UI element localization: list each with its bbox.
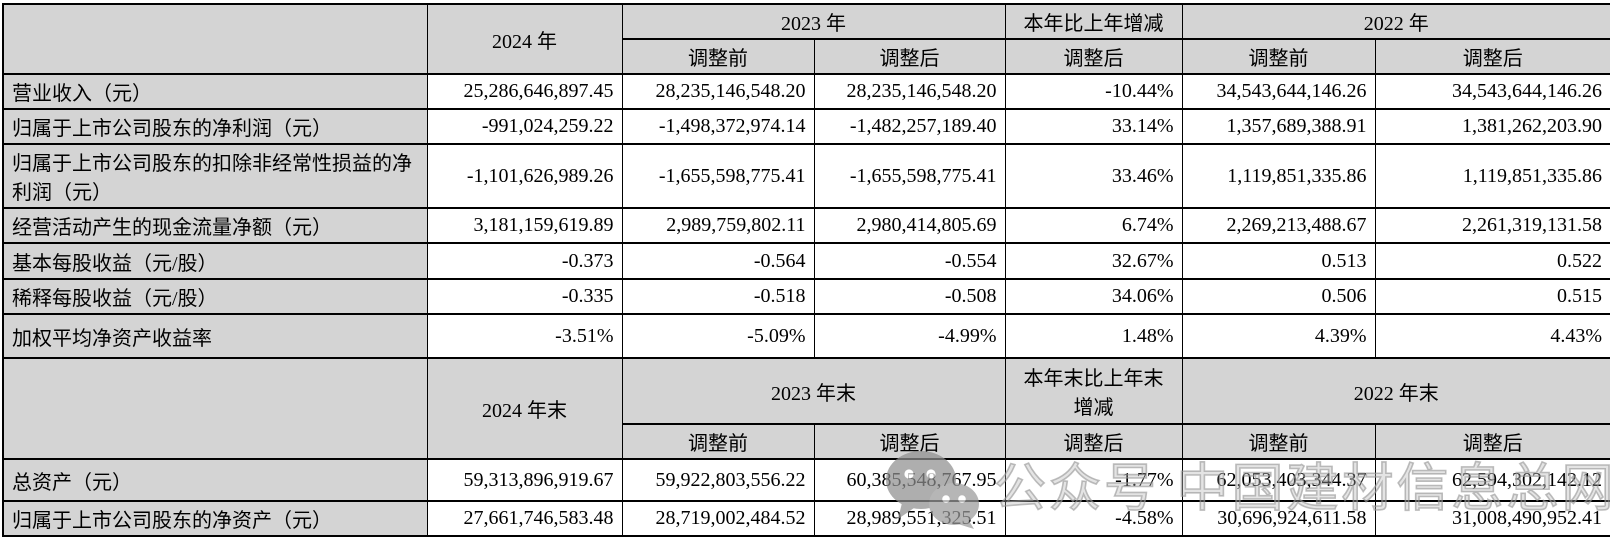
row-label: 归属于上市公司股东的净利润（元） xyxy=(2,108,428,145)
subheader-adjust-before-2022-yearend: 调整前 xyxy=(1181,423,1376,460)
cell-value: -991,024,259.22 xyxy=(426,108,623,145)
table-row-net-assets: 归属于上市公司股东的净资产（元） 27,661,746,583.48 28,71… xyxy=(2,500,1610,537)
row-label: 稀释每股收益（元/股） xyxy=(2,278,428,315)
cell-value: -1,498,372,974.14 xyxy=(621,108,815,145)
cell-value: -10.44% xyxy=(1004,73,1183,110)
cell-value: 30,696,924,611.58 xyxy=(1181,500,1376,537)
row-label: 归属于上市公司股东的扣除非经常性损益的净利润（元） xyxy=(2,143,428,209)
cell-value: 2,269,213,488.67 xyxy=(1181,207,1376,244)
subheader-adjust-before-2023: 调整前 xyxy=(621,38,815,75)
header-2023: 2023 年 xyxy=(621,3,1006,40)
subheader-adjust-after-change: 调整后 xyxy=(1004,38,1183,75)
table-row-revenue: 营业收入（元） 25,286,646,897.45 28,235,146,548… xyxy=(2,73,1610,110)
table-row-basic-eps: 基本每股收益（元/股） -0.373 -0.564 -0.554 32.67% … xyxy=(2,242,1610,280)
cell-value: -3.51% xyxy=(426,313,623,359)
cell-value: -0.508 xyxy=(813,278,1006,315)
cell-value: 32.67% xyxy=(1004,242,1183,280)
header-yoy-change: 本年比上年增减 xyxy=(1004,3,1183,40)
cell-value: -1,482,257,189.40 xyxy=(813,108,1006,145)
cell-value: 33.46% xyxy=(1004,143,1183,209)
cell-value: 0.513 xyxy=(1181,242,1376,280)
header-2024-yearend: 2024 年末 xyxy=(426,357,623,460)
subheader-adjust-before-2023-yearend: 调整前 xyxy=(621,423,815,460)
cell-value: 1,119,851,335.86 xyxy=(1374,143,1610,209)
cell-value: 4.39% xyxy=(1181,313,1376,359)
cell-value: -0.373 xyxy=(426,242,623,280)
subheader-adjust-after-2022-yearend: 调整后 xyxy=(1374,423,1610,460)
table-row-weighted-avg-roe: 加权平均净资产收益率 -3.51% -5.09% -4.99% 1.48% 4.… xyxy=(2,313,1610,359)
cell-value: 27,661,746,583.48 xyxy=(426,500,623,537)
row-label: 加权平均净资产收益率 xyxy=(2,313,428,359)
cell-value: 2,989,759,802.11 xyxy=(621,207,815,244)
cell-value: 34,543,644,146.26 xyxy=(1181,73,1376,110)
cell-value: 28,719,002,484.52 xyxy=(621,500,815,537)
row-label: 经营活动产生的现金流量净额（元） xyxy=(2,207,428,244)
header-yearend-change: 本年末比上年末增减 xyxy=(1004,357,1183,425)
subheader-adjust-before-2022: 调整前 xyxy=(1181,38,1376,75)
subheader-adjust-after-2023-yearend: 调整后 xyxy=(813,423,1006,460)
cell-value: 4.43% xyxy=(1374,313,1610,359)
table-row-total-assets: 总资产（元） 59,313,896,919.67 59,922,803,556.… xyxy=(2,458,1610,502)
cell-value: 25,286,646,897.45 xyxy=(426,73,623,110)
subheader-adjust-after-2022: 调整后 xyxy=(1374,38,1610,75)
financial-summary-table: 2024 年 2023 年 本年比上年增减 2022 年 调整前 调整后 调整后… xyxy=(2,3,1610,537)
subheader-adjust-after-yearend-change: 调整后 xyxy=(1004,423,1183,460)
cell-value: -0.518 xyxy=(621,278,815,315)
cell-value: 33.14% xyxy=(1004,108,1183,145)
header-2022: 2022 年 xyxy=(1181,3,1610,40)
cell-value: -0.335 xyxy=(426,278,623,315)
header-2022-yearend: 2022 年末 xyxy=(1181,357,1610,425)
cell-value: 28,235,146,548.20 xyxy=(813,73,1006,110)
cell-value: 28,235,146,548.20 xyxy=(621,73,815,110)
table-row-diluted-eps: 稀释每股收益（元/股） -0.335 -0.518 -0.508 34.06% … xyxy=(2,278,1610,315)
financial-report-page: 2024 年 2023 年 本年比上年增减 2022 年 调整前 调整后 调整后… xyxy=(0,3,1610,545)
cell-value: 6.74% xyxy=(1004,207,1183,244)
cell-value: 2,261,319,131.58 xyxy=(1374,207,1610,244)
cell-value: 1,119,851,335.86 xyxy=(1181,143,1376,209)
cell-value: 0.515 xyxy=(1374,278,1610,315)
subheader-adjust-after-2023: 调整后 xyxy=(813,38,1006,75)
cell-value: -1.77% xyxy=(1004,458,1183,502)
row-label: 总资产（元） xyxy=(2,458,428,502)
cell-value: 2,980,414,805.69 xyxy=(813,207,1006,244)
table-row-net-profit-excl-nonrecurring: 归属于上市公司股东的扣除非经常性损益的净利润（元） -1,101,626,989… xyxy=(2,143,1610,209)
header-2024: 2024 年 xyxy=(426,3,623,75)
cell-value: 0.522 xyxy=(1374,242,1610,280)
cell-value: -4.58% xyxy=(1004,500,1183,537)
cell-value: -5.09% xyxy=(621,313,815,359)
cell-value: -0.564 xyxy=(621,242,815,280)
cell-value: -1,655,598,775.41 xyxy=(621,143,815,209)
cell-value: 59,313,896,919.67 xyxy=(426,458,623,502)
cell-value: -4.99% xyxy=(813,313,1006,359)
table-row-net-profit: 归属于上市公司股东的净利润（元） -991,024,259.22 -1,498,… xyxy=(2,108,1610,145)
cell-value: 1.48% xyxy=(1004,313,1183,359)
row-label: 营业收入（元） xyxy=(2,73,428,110)
cell-value: 62,594,302,142.12 xyxy=(1374,458,1610,502)
header-2023-yearend: 2023 年末 xyxy=(621,357,1006,425)
row-label: 归属于上市公司股东的净资产（元） xyxy=(2,500,428,537)
cell-value: 0.506 xyxy=(1181,278,1376,315)
row-label: 基本每股收益（元/股） xyxy=(2,242,428,280)
cell-value: -1,101,626,989.26 xyxy=(426,143,623,209)
cell-value: 31,008,490,952.41 xyxy=(1374,500,1610,537)
cell-value: -1,655,598,775.41 xyxy=(813,143,1006,209)
table-row-operating-cash-flow: 经营活动产生的现金流量净额（元） 3,181,159,619.89 2,989,… xyxy=(2,207,1610,244)
cell-value: 1,381,262,203.90 xyxy=(1374,108,1610,145)
cell-value: 59,922,803,556.22 xyxy=(621,458,815,502)
cell-value: 1,357,689,388.91 xyxy=(1181,108,1376,145)
cell-value: 3,181,159,619.89 xyxy=(426,207,623,244)
header-corner-cell-2 xyxy=(2,357,428,460)
cell-value: 62,053,403,344.37 xyxy=(1181,458,1376,502)
cell-value: 34.06% xyxy=(1004,278,1183,315)
cell-value: -0.554 xyxy=(813,242,1006,280)
cell-value: 60,385,548,767.95 xyxy=(813,458,1006,502)
cell-value: 34,543,644,146.26 xyxy=(1374,73,1610,110)
cell-value: 28,989,551,325.51 xyxy=(813,500,1006,537)
header-corner-cell xyxy=(2,3,428,75)
